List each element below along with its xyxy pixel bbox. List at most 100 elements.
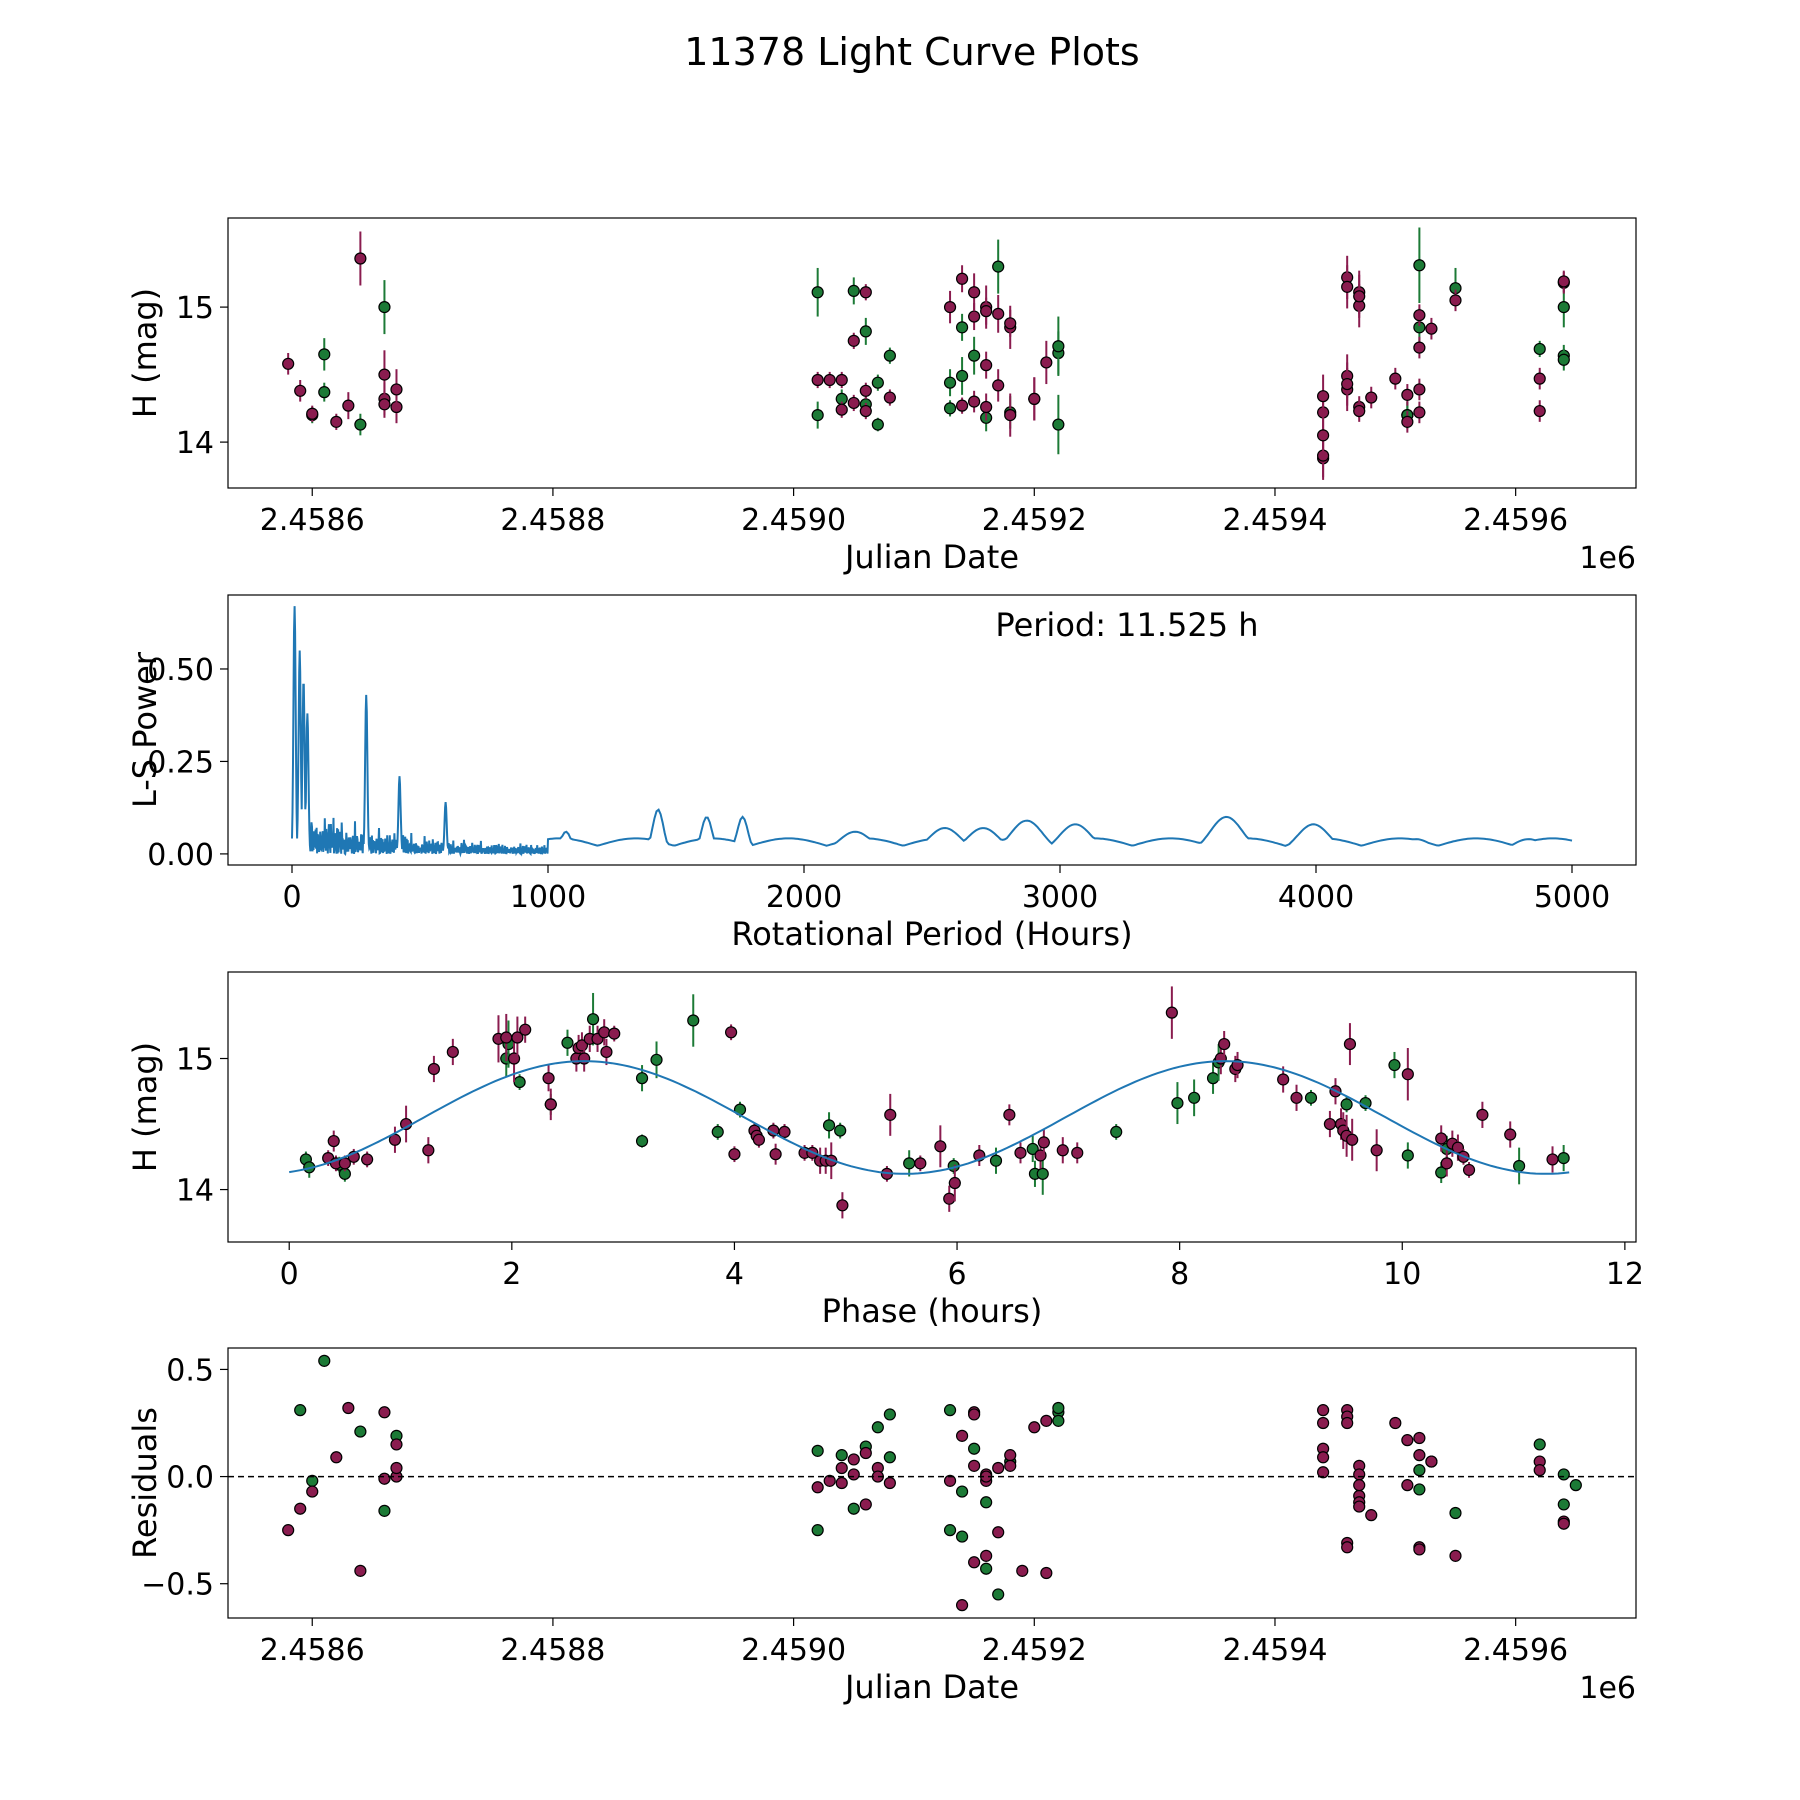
periodogram-panel: 0 1000 2000 3000 4000 5000 0.00 0.25 0.50 Rotatio… bbox=[126, 594, 1637, 953]
data-point bbox=[1036, 1167, 1049, 1180]
data-point bbox=[1304, 1091, 1318, 1104]
data-point bbox=[1028, 392, 1041, 405]
data-point bbox=[1388, 1058, 1401, 1072]
data-point bbox=[1557, 1498, 1570, 1511]
data-point bbox=[378, 398, 391, 411]
data-point bbox=[980, 1562, 993, 1575]
data-point bbox=[1533, 404, 1546, 418]
data-point bbox=[1389, 372, 1402, 385]
data-point bbox=[598, 1026, 611, 1039]
data-point bbox=[1401, 1479, 1414, 1492]
data-point bbox=[992, 307, 1005, 320]
lightcurve-panel: 2.4586 2.4588 2.4590 2.4592 2.4594 2.4596 14 15… bbox=[126, 217, 1637, 576]
data-point bbox=[294, 1502, 307, 1515]
data-point bbox=[859, 286, 872, 299]
x-tick-label: 10 bbox=[1383, 1257, 1421, 1292]
y-tick-label: 14 bbox=[176, 1174, 214, 1209]
data-point bbox=[578, 1052, 591, 1065]
data-point bbox=[342, 399, 355, 412]
data-point bbox=[586, 1013, 600, 1026]
data-point bbox=[992, 379, 1005, 392]
data-point bbox=[943, 402, 957, 415]
data-point bbox=[354, 1564, 367, 1577]
axes-frame bbox=[227, 971, 1637, 1243]
data-point bbox=[1110, 1125, 1123, 1139]
data-point bbox=[955, 369, 969, 383]
data-point bbox=[1557, 301, 1570, 314]
data-point bbox=[1071, 1146, 1084, 1159]
data-point bbox=[318, 348, 331, 361]
data-point bbox=[446, 1045, 459, 1059]
data-point bbox=[1449, 1506, 1462, 1520]
data-point bbox=[980, 1496, 993, 1509]
axes-frame bbox=[227, 594, 1637, 866]
data-point bbox=[1353, 1500, 1366, 1513]
data-point bbox=[1040, 356, 1053, 369]
data-point bbox=[1365, 1509, 1378, 1522]
x-axis-label: Julian Date bbox=[843, 538, 1019, 576]
data-point bbox=[835, 373, 848, 387]
data-point bbox=[992, 1588, 1005, 1601]
data-point bbox=[992, 260, 1005, 273]
data-point bbox=[968, 395, 981, 408]
x-tick-label: 12 bbox=[1606, 1257, 1644, 1292]
data-point bbox=[318, 1354, 331, 1367]
data-point bbox=[823, 373, 836, 387]
data-point bbox=[955, 272, 969, 285]
x-tick-label: 2.4592 bbox=[982, 1633, 1087, 1668]
data-point bbox=[561, 1036, 574, 1049]
data-point bbox=[1353, 404, 1366, 418]
y-tick-label: 15 bbox=[176, 291, 214, 326]
data-point bbox=[1026, 1142, 1039, 1156]
data-point bbox=[294, 384, 307, 397]
x-tick-label: 2.4586 bbox=[260, 503, 365, 538]
data-point bbox=[1341, 1541, 1354, 1554]
data-point bbox=[1557, 1468, 1570, 1481]
x-tick-label: 2000 bbox=[766, 880, 842, 915]
data-point bbox=[859, 1446, 872, 1460]
data-point bbox=[330, 1451, 343, 1464]
data-point bbox=[859, 325, 872, 338]
data-point bbox=[992, 1526, 1005, 1539]
data-point bbox=[600, 1045, 613, 1059]
data-point bbox=[519, 1023, 532, 1036]
data-point bbox=[883, 391, 896, 404]
data-point bbox=[635, 1134, 649, 1148]
data-point bbox=[980, 400, 993, 414]
data-point bbox=[834, 1124, 847, 1137]
data-point bbox=[934, 1140, 947, 1153]
data-point bbox=[1052, 1414, 1065, 1427]
data-point bbox=[1353, 290, 1366, 303]
data-point bbox=[1365, 391, 1378, 404]
y-tick-label: 14 bbox=[176, 426, 214, 461]
x-tick-label: 1000 bbox=[510, 880, 586, 915]
data-point bbox=[1004, 317, 1017, 330]
data-point bbox=[1401, 1068, 1414, 1081]
data-point bbox=[1317, 1451, 1330, 1464]
data-point bbox=[1513, 1159, 1526, 1173]
data-point bbox=[390, 1438, 403, 1451]
data-point bbox=[989, 1154, 1003, 1167]
data-point bbox=[342, 1401, 355, 1415]
figure-title: 11378 Light Curve Plots bbox=[684, 30, 1139, 74]
model-curve bbox=[289, 1060, 1570, 1175]
data-point bbox=[294, 1404, 307, 1417]
data-point bbox=[943, 301, 957, 314]
y-axis-label: L-S Power bbox=[126, 651, 164, 808]
data-point bbox=[943, 1524, 957, 1537]
x-tick-label: 2.4590 bbox=[741, 1633, 846, 1668]
data-point bbox=[1449, 1549, 1462, 1562]
data-point bbox=[711, 1125, 724, 1139]
data-point bbox=[1413, 309, 1426, 322]
data-point bbox=[1389, 1416, 1402, 1430]
data-point bbox=[871, 1421, 884, 1434]
data-point bbox=[903, 1157, 916, 1170]
x-tick-label: 0 bbox=[280, 1257, 299, 1292]
data-point bbox=[354, 1425, 367, 1438]
data-point bbox=[943, 1474, 957, 1487]
data-point bbox=[306, 407, 319, 420]
data-point bbox=[1413, 341, 1426, 354]
data-point bbox=[1277, 1073, 1290, 1086]
x-tick-label: 6 bbox=[947, 1257, 966, 1292]
data-point bbox=[1401, 388, 1414, 401]
